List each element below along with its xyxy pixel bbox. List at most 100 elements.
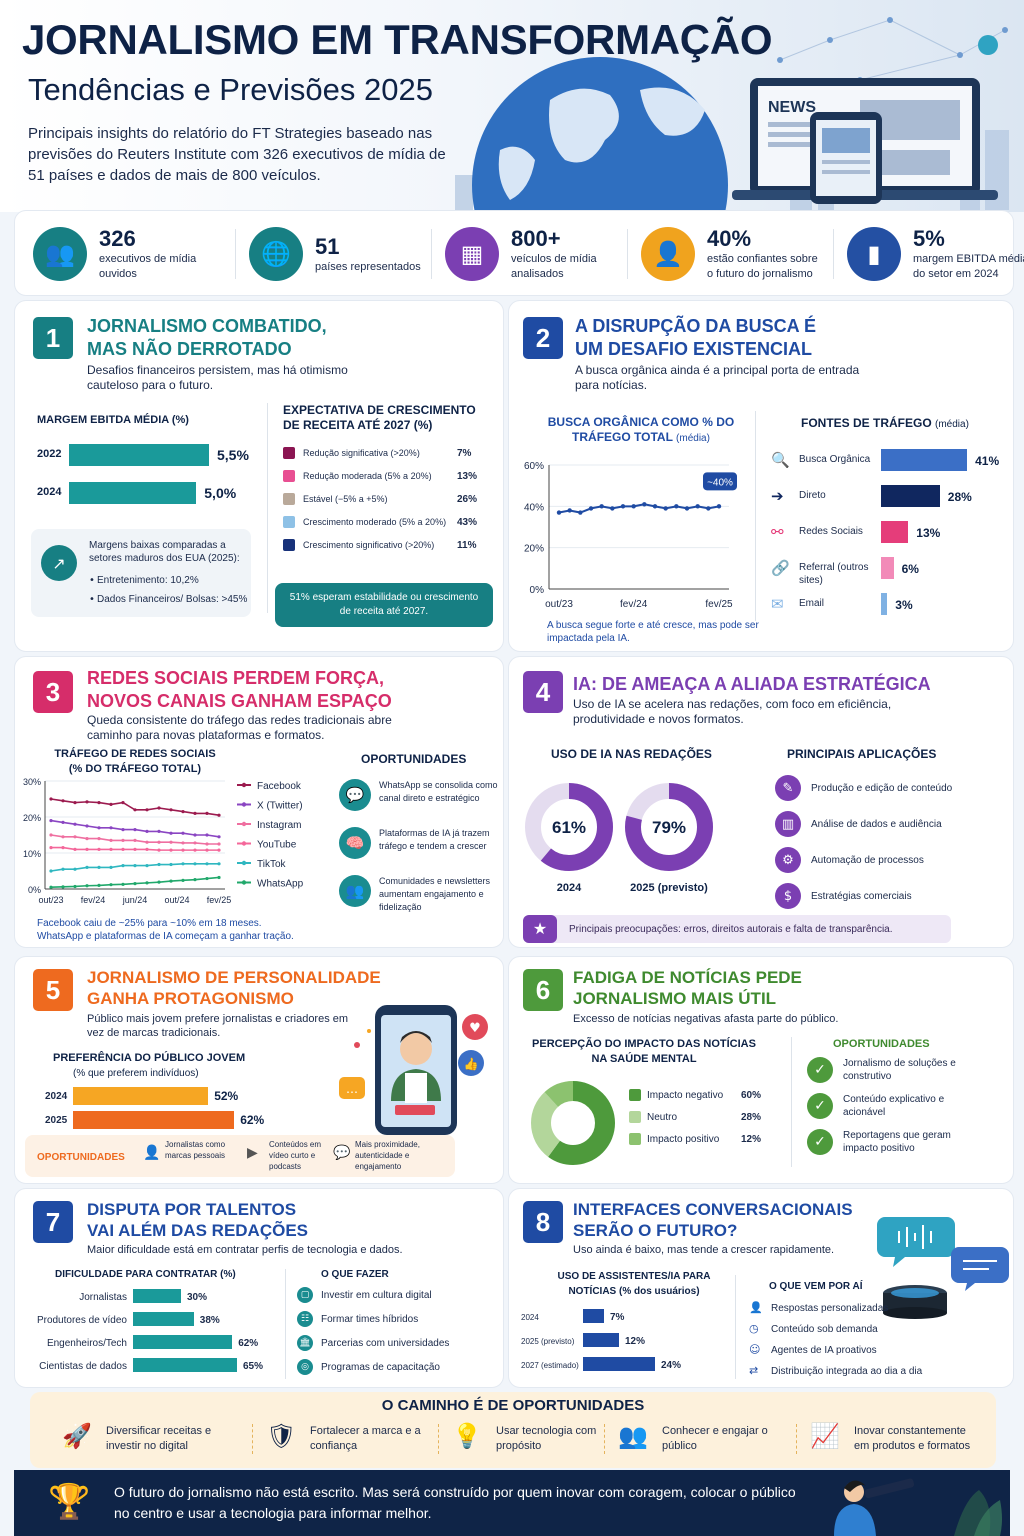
pref-bar <box>73 1111 235 1129</box>
legend-value: 7% <box>457 448 472 459</box>
data-point <box>674 504 679 509</box>
link-icon: 🔗 <box>771 559 790 577</box>
data-point <box>49 833 53 837</box>
section-1: 1 JORNALISMO COMBATIDO, MAS NÃO DERROTADO… <box>14 300 504 652</box>
section-description: Queda consistente do tráfego das redes t… <box>87 713 392 742</box>
section-title: FADIGA DE NOTÍCIAS PEDE JORNALISMO MAIS Ú… <box>573 967 802 1009</box>
check-icon: ✓ <box>807 1093 833 1119</box>
x-tick-label: out/23 <box>38 895 63 905</box>
data-point <box>217 813 221 817</box>
todo-item: Programas de capacitação <box>321 1362 440 1373</box>
donut-year: 2024 <box>557 882 582 894</box>
difficulty-bar <box>133 1335 233 1349</box>
sources-title-suffix: (média) <box>935 419 969 430</box>
stat-text: 5% margem EBITDA média do setor em 2024 <box>913 226 1024 282</box>
legend-label: Crescimento significativo (>20%) <box>303 540 435 550</box>
data-point <box>145 847 149 851</box>
data-point <box>121 801 125 805</box>
application-text: Análise de dados e audiência <box>811 819 942 830</box>
data-point <box>121 847 125 851</box>
donut-slice <box>531 1081 615 1165</box>
pencil-icon: ✎ <box>775 775 801 801</box>
star-icon: ★ <box>523 915 557 943</box>
application-text: Automação de processos <box>811 855 924 866</box>
data-point <box>620 504 626 509</box>
data-point <box>181 848 185 852</box>
title-line-1: USO DE ASSISTENTES/IA PARA <box>557 1271 711 1282</box>
title-line-2: MAS NÃO DERROTADO <box>87 339 292 359</box>
next-item: Conteúdo sob demanda <box>771 1324 878 1335</box>
source-value: 28% <box>947 490 972 504</box>
comparison-box: ↗ Margens baixas comparadas a setores ma… <box>31 529 251 617</box>
divider <box>627 229 628 279</box>
applications-title: PRINCIPAIS APLICAÇÕES <box>787 747 937 761</box>
usage-bar <box>583 1357 655 1371</box>
donut-label: 61% <box>552 818 586 837</box>
title-line-2: GANHA PROTAGONISMO <box>87 989 294 1008</box>
data-point <box>193 811 197 815</box>
stat-value: 51 <box>315 233 340 259</box>
stat-label: executivos de mídia ouvidos <box>99 253 197 280</box>
agent-icon: ☺ <box>749 1343 761 1356</box>
ebitda-title: MARGEM EBITDA MÉDIA (%) <box>37 414 189 426</box>
data-point <box>61 885 65 889</box>
opportunity-text: Conteúdo explicativo e acionável <box>843 1094 945 1118</box>
title-line-2: UM DESAFIO EXISTENCIAL <box>575 339 813 359</box>
search-icon: 🔍 <box>771 451 790 469</box>
ai-usage-donuts: 61% 2024 79% 2025 (previsto) <box>525 783 713 894</box>
data-point <box>145 808 149 812</box>
title-suffix: (média) <box>676 433 710 444</box>
title-line-1: EXPECTATIVA DE CRESCIMENTO <box>283 403 476 417</box>
data-point <box>695 504 700 509</box>
data-point <box>61 799 65 803</box>
section-number: 2 <box>523 317 563 359</box>
page-title: JORNALISMO EM TRANSFORMAÇÃO <box>22 16 773 63</box>
section-number: 5 <box>33 969 73 1011</box>
data-point <box>181 862 185 866</box>
divider <box>755 411 756 621</box>
smart-speaker-illustration <box>877 1217 1009 1319</box>
legend-marker <box>241 802 247 807</box>
legend-swatch <box>283 539 295 551</box>
legend-label: Crescimento moderado (5% a 20%) <box>303 517 447 527</box>
legend-label: Neutro <box>647 1112 678 1123</box>
y-tick-label: 40% <box>524 502 544 513</box>
lightbulb-icon: 💡 <box>452 1422 482 1450</box>
ai-use-title: USO DE IA NAS REDAÇÕES <box>551 747 712 761</box>
section-number: 7 <box>33 1201 73 1243</box>
data-point <box>133 847 137 851</box>
stat-label: veículos de mídia analisados <box>511 253 597 280</box>
title-line-1: BUSCA ORGÂNICA COMO % DO <box>547 415 735 429</box>
stat-text: 326 executivos de mídia ouvidos <box>99 226 217 282</box>
next-item: Respostas personalizadas <box>771 1303 889 1314</box>
data-point <box>85 837 89 841</box>
legend-label: Estável (−5% a +5%) <box>303 494 388 504</box>
data-point <box>109 847 113 851</box>
section-description: Público mais jovem prefere jornalistas e… <box>87 1013 349 1039</box>
ebitda-value: 5,5% <box>217 447 249 463</box>
globe-icon: 🌐 <box>249 227 303 281</box>
data-point <box>181 878 185 882</box>
page-subtitle: Tendências e Previsões 2025 <box>28 72 433 107</box>
data-point <box>205 848 209 852</box>
data-point <box>169 831 173 835</box>
data-point <box>599 504 604 509</box>
divider <box>833 229 834 279</box>
x-tick-label: fev/25 <box>705 599 733 610</box>
section-5: 5 JORNALISMO DE PERSONALIDADE GANHA PROTA… <box>14 956 504 1184</box>
legend-label: Redução moderada (5% a 20%) <box>303 471 432 481</box>
rocket-icon: 🚀 <box>62 1422 92 1450</box>
title-line-1: A DISRUPÇÃO DA BUSCA É <box>575 316 817 336</box>
people-icon: 👥 <box>618 1422 648 1450</box>
donut-arc <box>525 783 613 871</box>
source-bar <box>881 593 888 615</box>
legend-label: Facebook <box>257 781 302 792</box>
x-tick-label: fev/24 <box>81 895 106 905</box>
data-point <box>588 506 594 511</box>
data-point <box>97 837 101 841</box>
data-point <box>49 885 53 889</box>
source-label: Direto <box>799 490 826 501</box>
bar-label: 2025 (previsto) <box>521 1337 575 1346</box>
data-point <box>145 864 149 868</box>
legend-label: Redução significativa (>20%) <box>303 448 420 458</box>
